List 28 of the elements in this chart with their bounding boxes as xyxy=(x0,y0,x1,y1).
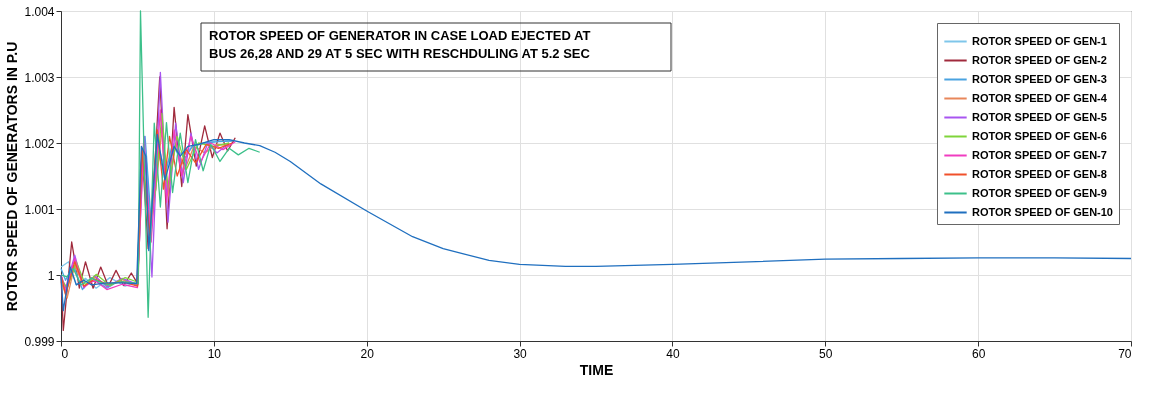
legend-label: ROTOR SPEED OF GEN-9 xyxy=(972,186,1107,199)
x-axis-title: TIME xyxy=(579,361,614,378)
legend-label: ROTOR SPEED OF GEN-6 xyxy=(972,129,1107,142)
x-tick-label: 30 xyxy=(513,346,528,361)
legend-label: ROTOR SPEED OF GEN-5 xyxy=(972,110,1107,123)
x-tick-label: 50 xyxy=(819,346,833,361)
y-tick-label: 1.003 xyxy=(24,70,55,85)
x-tick-label: 20 xyxy=(360,346,375,361)
legend-label: ROTOR SPEED OF GEN-3 xyxy=(972,72,1107,85)
legend-label: ROTOR SPEED OF GEN-2 xyxy=(972,53,1107,66)
legend-label: ROTOR SPEED OF GEN-1 xyxy=(972,34,1107,47)
legend-label: ROTOR SPEED OF GEN-4 xyxy=(972,91,1108,104)
x-tick-label: 60 xyxy=(971,346,986,361)
legend-label: ROTOR SPEED OF GEN-8 xyxy=(972,167,1107,180)
y-tick-label: 1 xyxy=(47,268,55,283)
x-tick-label: 0 xyxy=(61,346,69,361)
y-tick-label: 1.001 xyxy=(24,202,55,217)
y-tick-label: 0.999 xyxy=(24,334,55,349)
x-tick-label: 70 xyxy=(1118,346,1132,361)
legend-label: ROTOR SPEED OF GEN-10 xyxy=(972,205,1113,218)
x-tick-label: 40 xyxy=(666,346,680,361)
y-axis-title: ROTOR SPEED OF GENERATORS IN P.U xyxy=(4,41,21,312)
line-series xyxy=(60,133,1132,312)
y-tick-label: 1.004 xyxy=(24,4,55,19)
y-tick-label: 1.002 xyxy=(24,136,55,151)
legend-label: ROTOR SPEED OF GEN-7 xyxy=(972,148,1107,161)
x-tick-label: 10 xyxy=(207,346,222,361)
annotation: ROTOR SPEED OF GENERATOR IN CASE LOAD EJECTED AT BUS 26,28 AND 29 AT 5 SEC WITH RESCHDULING AT 5.2 SEC xyxy=(209,28,591,61)
